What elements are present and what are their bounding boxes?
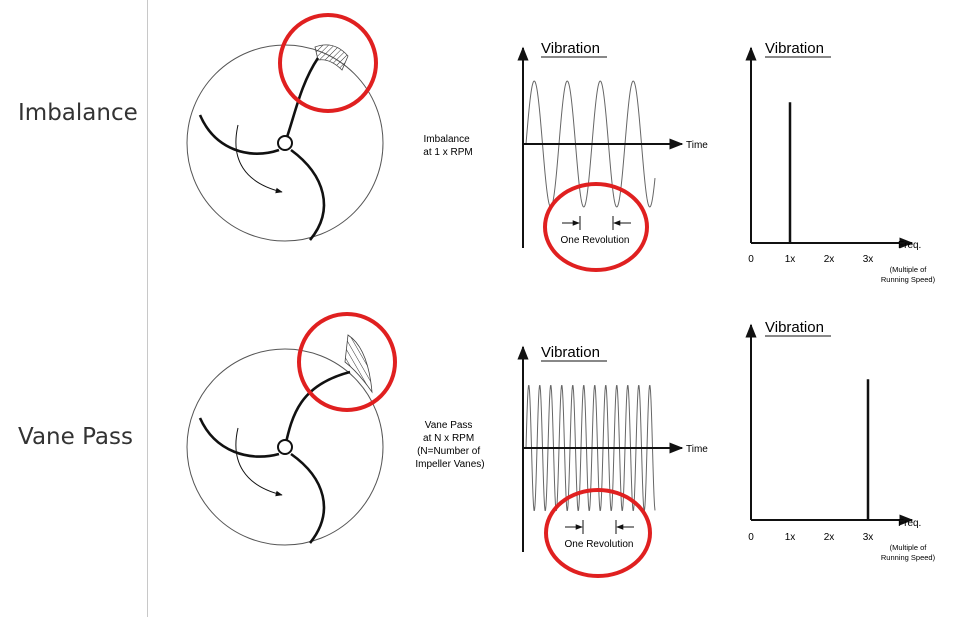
waveform-title: Vibration: [541, 40, 600, 57]
revolution-label: One Revolution: [561, 235, 630, 246]
impeller-vane: [283, 57, 320, 144]
impeller-vane-pass: [186, 312, 397, 546]
waveform-imbalance: Vibration Time One Revolution: [517, 40, 708, 272]
rotation-arrow: [235, 124, 283, 194]
frequency-axis-note: Running Speed): [881, 275, 936, 284]
frequency-axis-label: Freq.: [898, 518, 921, 529]
description-line: Imbalance: [424, 134, 471, 145]
impeller-vane: [290, 452, 326, 544]
highlight-circle: [543, 182, 649, 272]
description-line: Vane Pass: [425, 420, 473, 431]
description-line: Impeller Vanes): [415, 459, 484, 470]
description-vane-pass: Vane Pass at N x RPM (N=Number of Impell…: [415, 420, 484, 470]
highlight-circle: [297, 312, 397, 412]
impeller-vane: [283, 370, 351, 448]
impeller-casing: [186, 348, 384, 546]
description-imbalance: Imbalance at 1 x RPM: [423, 134, 472, 158]
vane-pass-zone: [344, 334, 373, 394]
row-label-vane-pass: Vane Pass: [18, 424, 133, 450]
description-line: at N x RPM: [423, 433, 474, 444]
revolution-marker: [565, 520, 634, 534]
time-axis-label: Time: [686, 140, 708, 151]
highlight-circle: [278, 13, 378, 113]
impeller-vane: [290, 148, 326, 241]
impeller-imbalance: [186, 13, 384, 242]
revolution-label: One Revolution: [565, 539, 634, 550]
tick-label: 2x: [824, 254, 835, 265]
tick-label: 3x: [863, 254, 874, 265]
spectrum-title: Vibration: [765, 40, 824, 57]
frequency-axis-note: (Multiple of: [890, 265, 928, 274]
row-label-imbalance: Imbalance: [18, 100, 138, 126]
waveform-signal: [525, 385, 656, 511]
highlight-circle: [544, 488, 652, 578]
rotation-arrow: [235, 427, 283, 497]
waveform-vane-pass: Vibration Time One Revolution: [517, 344, 708, 578]
frequency-axis-label: Freq.: [898, 240, 921, 251]
waveform-signal: [525, 80, 656, 208]
tick-label: 3x: [863, 532, 874, 543]
column-divider: [147, 0, 148, 617]
revolution-marker: [562, 216, 631, 230]
tick-label: 1x: [785, 254, 796, 265]
spectrum-vane-pass: Vibration 0 1x 2x 3x Freq. (Multiple of …: [745, 319, 936, 562]
spectrum-title: Vibration: [765, 319, 824, 336]
impeller-hub: [277, 135, 293, 151]
impeller-vane: [198, 417, 280, 458]
tick-label: 0: [748, 532, 754, 543]
impeller-hub: [277, 439, 293, 455]
imbalance-weight: [314, 44, 349, 71]
description-line: (N=Number of: [417, 446, 480, 457]
frequency-axis-note: (Multiple of: [890, 543, 928, 552]
spectrum-imbalance: Vibration 0 1x 2x 3x Freq. (Multiple of …: [745, 40, 936, 284]
waveform-title: Vibration: [541, 344, 600, 361]
tick-label: 0: [748, 254, 754, 265]
tick-label: 2x: [824, 532, 835, 543]
frequency-axis-note: Running Speed): [881, 553, 936, 562]
impeller-vane: [198, 114, 280, 155]
description-line: at 1 x RPM: [423, 147, 472, 158]
time-axis-label: Time: [686, 444, 708, 455]
tick-label: 1x: [785, 532, 796, 543]
